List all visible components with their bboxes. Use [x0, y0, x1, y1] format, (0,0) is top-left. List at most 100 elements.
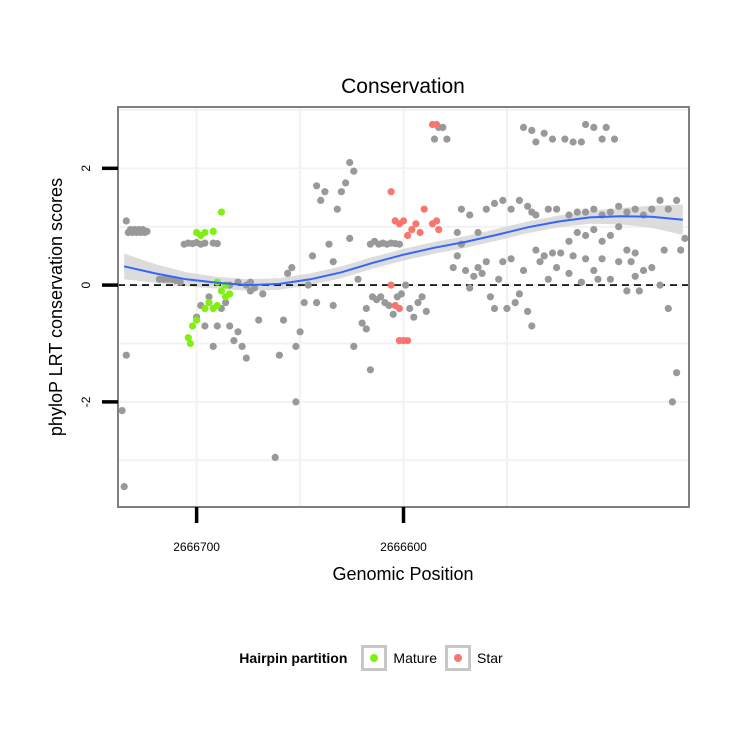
other-point	[122, 351, 130, 359]
other-point	[627, 258, 635, 266]
legend-key-star	[445, 645, 471, 671]
other-point	[213, 240, 221, 248]
other-point	[300, 299, 308, 307]
other-point	[317, 196, 325, 204]
other-point	[255, 316, 263, 324]
data-points	[118, 120, 689, 491]
other-point	[271, 453, 279, 461]
other-point	[443, 135, 451, 143]
other-point	[474, 264, 482, 272]
other-point	[639, 266, 648, 275]
star-point	[435, 226, 443, 234]
other-point	[226, 322, 234, 330]
other-point	[337, 188, 345, 196]
other-point	[439, 123, 447, 131]
star-point	[395, 304, 403, 313]
other-point	[569, 138, 577, 146]
other-point	[414, 299, 422, 307]
other-point	[176, 278, 184, 286]
other-point	[234, 328, 242, 336]
other-point	[540, 252, 548, 260]
other-point	[610, 135, 619, 143]
other-point	[201, 239, 209, 247]
other-point	[623, 246, 631, 254]
other-point	[490, 199, 499, 207]
other-point	[602, 123, 610, 131]
other-point	[677, 246, 685, 254]
star-point	[404, 231, 412, 240]
y-tick-label: 2	[79, 165, 93, 172]
other-point	[377, 293, 385, 301]
star-point	[416, 228, 424, 237]
other-point	[230, 337, 238, 345]
mature-point	[184, 334, 192, 342]
other-point	[397, 290, 405, 298]
other-point	[565, 211, 573, 219]
other-point	[453, 252, 461, 260]
other-point	[544, 275, 552, 283]
legend: Hairpin partition Mature Star	[0, 640, 750, 676]
legend-key-mature	[361, 645, 388, 671]
other-point	[321, 188, 329, 196]
star-point	[420, 205, 428, 213]
other-point	[507, 205, 515, 213]
other-point	[623, 208, 631, 216]
other-point	[631, 249, 639, 257]
other-point	[631, 272, 639, 280]
other-point	[544, 205, 552, 213]
other-point	[569, 252, 577, 260]
other-point	[366, 366, 374, 374]
other-point	[540, 129, 548, 137]
other-point	[122, 217, 130, 225]
other-point	[573, 208, 581, 216]
other-point	[664, 304, 672, 313]
other-point	[548, 135, 557, 143]
confidence-band	[124, 204, 683, 291]
star-point	[433, 120, 441, 129]
other-point	[594, 275, 602, 283]
other-point	[462, 266, 470, 275]
other-point	[354, 275, 362, 283]
star-point	[399, 217, 408, 225]
x-tick-label: 2666600	[380, 540, 427, 554]
x-tick-label: 2666700	[173, 540, 220, 554]
other-point	[292, 342, 300, 350]
legend-label-star: Star	[477, 650, 503, 666]
mature-point	[201, 304, 209, 313]
star-point	[412, 220, 420, 228]
other-point	[250, 284, 259, 292]
star-point	[387, 281, 395, 289]
other-point	[598, 135, 606, 143]
y-tick-label: -2	[79, 396, 93, 407]
other-point	[635, 287, 643, 295]
star-dot-icon	[454, 654, 462, 662]
star-point	[404, 337, 412, 345]
other-point	[333, 205, 341, 213]
mature-point	[201, 228, 209, 237]
other-point	[577, 278, 586, 286]
other-point	[418, 293, 426, 301]
other-point	[515, 290, 524, 298]
other-point	[582, 231, 590, 240]
legend-label-mature: Mature	[393, 650, 437, 666]
other-point	[118, 407, 126, 415]
other-point	[532, 211, 540, 219]
other-point	[478, 269, 486, 277]
other-point	[486, 293, 494, 301]
other-point	[582, 208, 590, 216]
star-point	[395, 337, 403, 345]
other-point	[515, 196, 524, 204]
other-point	[259, 290, 267, 298]
other-point	[279, 316, 288, 324]
other-point	[673, 369, 681, 377]
other-point	[528, 322, 536, 330]
other-point	[292, 398, 300, 406]
other-point	[524, 307, 532, 315]
other-point	[358, 319, 366, 327]
mature-point	[217, 287, 225, 295]
other-point	[615, 202, 623, 210]
other-point	[466, 211, 474, 219]
other-point	[325, 240, 333, 248]
other-point	[284, 269, 292, 277]
